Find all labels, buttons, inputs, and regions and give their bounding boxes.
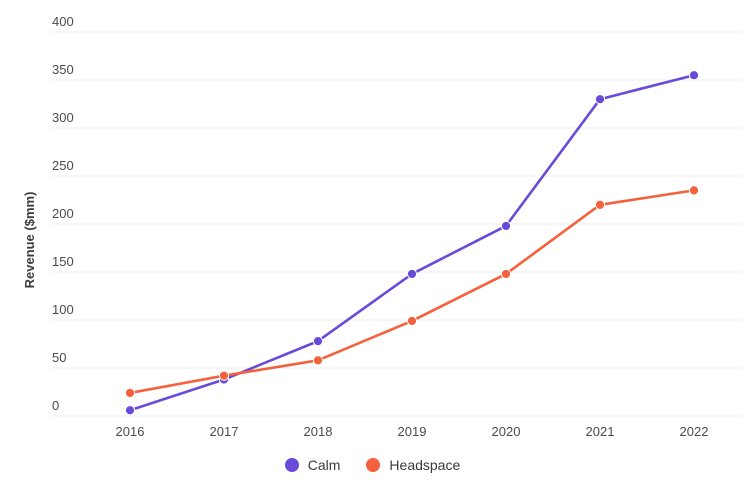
- y-axis-title: Revenue ($mm): [22, 192, 37, 289]
- legend-dot-calm: [284, 458, 299, 472]
- x-tick-label-2016: 2016: [116, 424, 145, 439]
- y-tick-label-250: 250: [52, 158, 74, 173]
- y-tick-label-350: 350: [52, 62, 74, 77]
- y-tick-label-50: 50: [52, 350, 66, 365]
- data-point-headspace-2019[interactable]: [406, 315, 418, 327]
- y-tick-label-400: 400: [52, 14, 74, 29]
- x-tick-label-2018: 2018: [304, 424, 333, 439]
- x-tick-label-2019: 2019: [398, 424, 427, 439]
- line-chart-plot-area: 0 50 100 150 200 250 300 350 400 2016 2017 2018 2019…: [22, 14, 741, 439]
- x-tick-label-2022: 2022: [680, 424, 709, 439]
- y-tick-label-100: 100: [52, 302, 74, 317]
- y-tick-label-0: 0: [52, 398, 59, 413]
- legend-label-calm: Calm: [307, 457, 341, 473]
- data-point-calm-2018[interactable]: [312, 336, 324, 347]
- y-tick-label-150: 150: [52, 254, 74, 269]
- legend-item-headspace[interactable]: Headspace: [366, 458, 460, 472]
- x-tick-label-2021: 2021: [586, 424, 615, 439]
- data-point-calm-2020[interactable]: [500, 220, 512, 232]
- x-tick-label-2020: 2020: [492, 424, 521, 439]
- legend-dot-headspace: [366, 458, 381, 472]
- series-line-calm: [128, 73, 696, 412]
- data-point-calm-2021[interactable]: [594, 94, 606, 105]
- data-point-headspace-2018[interactable]: [312, 355, 324, 366]
- data-point-headspace-2021[interactable]: [594, 199, 606, 210]
- data-point-calm-2022[interactable]: [688, 70, 700, 81]
- data-point-headspace-2022[interactable]: [688, 185, 700, 196]
- data-point-calm-2019[interactable]: [406, 268, 418, 280]
- legend-label-headspace: Headspace: [389, 457, 461, 473]
- data-point-headspace-2020[interactable]: [500, 268, 512, 280]
- data-point-headspace-2016[interactable]: [124, 387, 136, 399]
- data-point-calm-2016[interactable]: [124, 405, 136, 416]
- series-line-headspace: [128, 189, 696, 395]
- y-tick-label-300: 300: [52, 110, 74, 125]
- y-tick-label-200: 200: [52, 206, 74, 221]
- legend-item-calm[interactable]: Calm: [284, 457, 341, 473]
- x-tick-label-2017: 2017: [210, 424, 239, 439]
- data-point-headspace-2017[interactable]: [218, 370, 230, 381]
- chart-legend: Calm Headspace: [0, 445, 745, 485]
